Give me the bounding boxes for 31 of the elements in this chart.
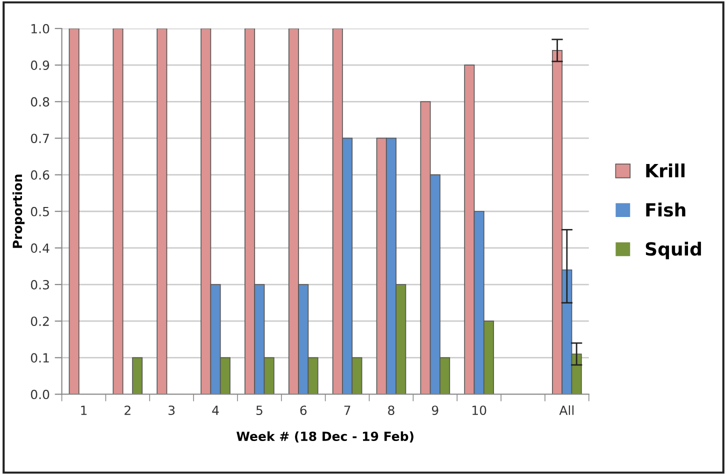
x-tick-label: 10 xyxy=(472,406,486,416)
x-tick-label: 9 xyxy=(432,406,438,416)
x-tick-label: 6 xyxy=(300,406,307,416)
y-tick-label: 0.0 xyxy=(30,390,50,400)
bar xyxy=(112,28,124,394)
x-tick-label: 7 xyxy=(344,406,350,415)
legend-label: Krill xyxy=(646,163,684,178)
y-tick-label: 1.0 xyxy=(31,24,50,34)
x-axis-title: Week # (18 Dec - 19 Feb) xyxy=(236,431,414,442)
y-tick-label: 0.5 xyxy=(30,206,49,216)
y-tick-label: 0.9 xyxy=(30,60,50,70)
x-tick-label: 4 xyxy=(212,406,219,415)
x-tick-label: All xyxy=(559,405,574,415)
x-tick-label: 3 xyxy=(168,406,175,416)
legend-label: Squid xyxy=(646,242,701,260)
y-tick-label: 0.4 xyxy=(30,243,50,253)
y-tick-label: 0.8 xyxy=(30,97,50,107)
legend-label: Fish xyxy=(646,202,686,217)
y-tick-label: 0.3 xyxy=(30,280,49,290)
y-tick-label: 0.6 xyxy=(30,170,50,180)
bar xyxy=(156,28,168,394)
bar xyxy=(68,28,80,394)
x-tick-label: 8 xyxy=(388,406,394,416)
x-tick-label: 1 xyxy=(81,406,87,415)
y-tick-label: 0.2 xyxy=(30,316,49,326)
bar xyxy=(132,357,143,394)
y-tick-label: 0.1 xyxy=(30,353,49,363)
x-tick-label: 2 xyxy=(124,406,130,415)
y-axis-title: Proportion xyxy=(12,174,25,248)
x-tick-label: 5 xyxy=(256,406,262,416)
y-tick-label: 0.7 xyxy=(30,134,49,144)
